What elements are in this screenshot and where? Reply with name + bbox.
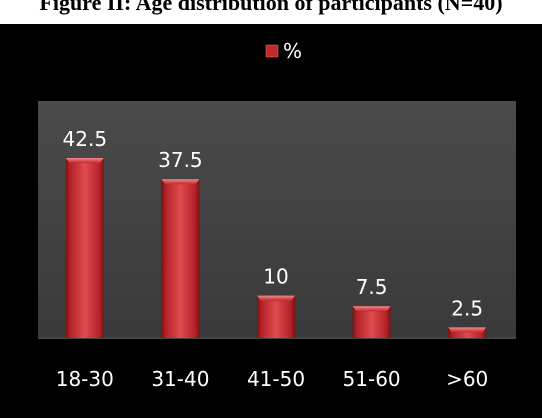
bar-body <box>448 327 487 338</box>
bar-cap <box>161 179 200 185</box>
value-label: 37.5 <box>158 148 203 172</box>
x-tick-label: 51-60 <box>343 367 401 391</box>
value-label: 42.5 <box>63 127 108 151</box>
x-tick-label: 18-30 <box>56 367 114 391</box>
bar-body <box>257 295 295 338</box>
bar-18-30 <box>65 158 104 338</box>
bar-body <box>65 158 104 338</box>
bar-body <box>352 306 391 338</box>
bar-cap <box>65 158 104 164</box>
value-label: 2.5 <box>451 296 483 320</box>
bar-51-60 <box>352 306 391 338</box>
bar-31-40 <box>161 179 200 338</box>
x-tick-labels: 18-30 31-40 41-50 51-60 >60 <box>56 367 489 391</box>
bar-cap <box>448 327 487 333</box>
x-tick-label: 41-50 <box>247 367 305 391</box>
legend-swatch <box>265 44 279 58</box>
legend-label: % <box>283 39 302 63</box>
chart-area: % 42.5 37.5 10 7.5 2.5 18-30 31-40 41-50 51-60 >… <box>0 24 542 418</box>
bar-body <box>161 179 200 338</box>
x-tick-label: >60 <box>446 367 488 391</box>
bar->60 <box>448 327 487 338</box>
legend: % <box>265 39 302 63</box>
bars <box>65 158 487 338</box>
figure-caption: Figure II: Age distribution of participa… <box>39 0 503 15</box>
bar-cap <box>257 295 295 301</box>
value-labels: 42.5 37.5 10 7.5 2.5 <box>63 127 484 320</box>
value-label: 7.5 <box>356 275 388 299</box>
x-tick-label: 31-40 <box>151 367 209 391</box>
bar-chart: % 42.5 37.5 10 7.5 2.5 18-30 31-40 41-50 51-60 >… <box>38 39 516 391</box>
value-label: 10 <box>263 265 288 289</box>
bar-41-50 <box>257 295 295 338</box>
bar-cap <box>352 306 391 312</box>
